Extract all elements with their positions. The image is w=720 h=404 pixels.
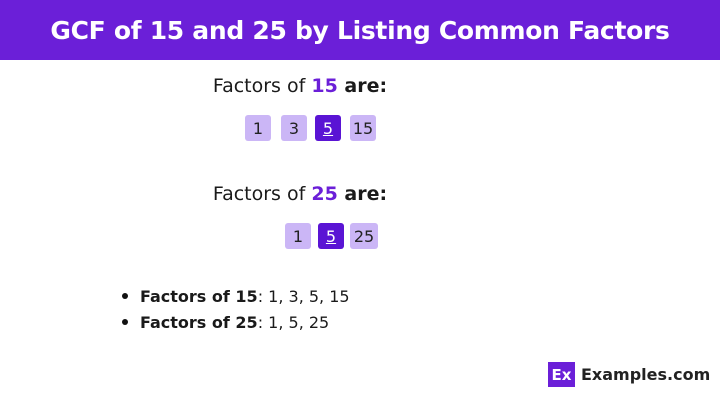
- list-item: Factors of 15 : 1, 3, 5, 15: [122, 283, 350, 309]
- factor-box: 1: [285, 223, 311, 249]
- factor-box: 3: [281, 115, 307, 141]
- factors-15-heading: Factors of 15 are:: [212, 75, 388, 97]
- common-factor-box: 5: [318, 223, 344, 249]
- logo-text: Examples.com: [581, 365, 711, 384]
- factor-box: 1: [245, 115, 271, 141]
- logo-mark: Ex: [548, 362, 575, 387]
- factor-box: 25: [350, 223, 378, 249]
- common-factor-box: 5: [315, 115, 341, 141]
- examples-logo: Ex Examples.com: [548, 362, 710, 387]
- page-title: GCF of 15 and 25 by Listing Common Facto…: [0, 0, 720, 60]
- factor-box: 15: [350, 115, 376, 141]
- factors-25-heading: Factors of 25 are:: [212, 183, 388, 205]
- list-item: Factors of 25 : 1, 5, 25: [122, 309, 350, 335]
- factor-list: Factors of 15 : 1, 3, 5, 15 Factors of 2…: [122, 283, 350, 335]
